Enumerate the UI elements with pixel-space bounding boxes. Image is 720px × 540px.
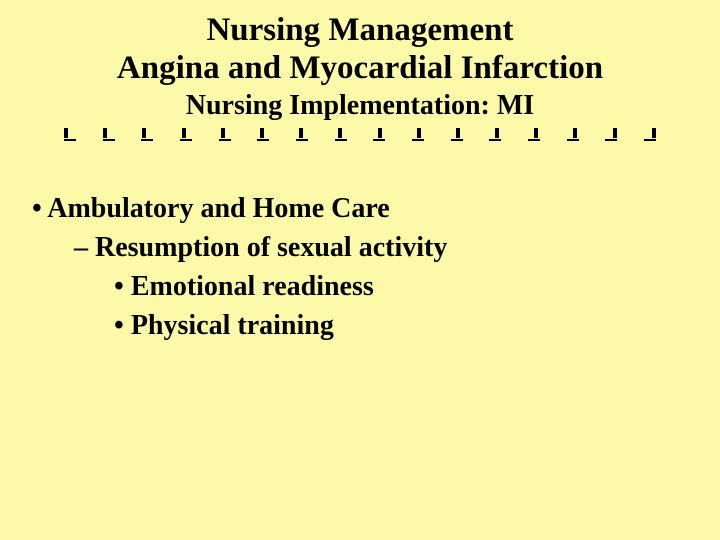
divider-tick [534,128,538,138]
divider-tick [495,128,499,138]
divider-dash [644,139,656,141]
bullet-l3b-text: Physical training [131,310,334,341]
divider-dash [373,139,385,141]
divider-dashes [28,139,692,141]
divider-dash [567,139,579,141]
title-line-1: Nursing Management [28,12,692,50]
divider-tick [299,128,303,138]
content-block: Ambulatory and Home Care Resumption of s… [28,189,692,346]
divider-tick [338,128,342,138]
bullet-level3: Emotional readiness [28,267,692,306]
divider-dash [103,139,115,141]
divider-tick [378,128,382,138]
bullet-level2: Resumption of sexual activity [28,228,692,267]
divider-dash [489,139,501,141]
divider-dash [451,139,463,141]
divider-dash [219,139,231,141]
divider-dash [296,139,308,141]
divider-dash [180,139,192,141]
divider-dash [605,139,617,141]
divider-dash [141,139,153,141]
divider-dash [257,139,269,141]
subtitle: Nursing Implementation: MI [28,90,692,122]
divider-dash [528,139,540,141]
divider-tick [652,128,656,138]
divider-tick [64,128,68,138]
bullet-level3: Physical training [28,306,692,345]
divider-tick [103,128,107,138]
bullet-l2-text: Resumption of sexual activity [95,232,447,263]
divider-tick [182,128,186,138]
divider-dash [64,139,76,141]
divider-tick [260,128,264,138]
divider-tick [456,128,460,138]
bullet-l3a-text: Emotional readiness [131,271,374,302]
bullet-level1: Ambulatory and Home Care [28,189,692,228]
divider-tick [142,128,146,138]
title-block: Nursing Management Angina and Myocardial… [28,12,692,122]
divider-tick [573,128,577,138]
divider-tick [417,128,421,138]
divider-dash [335,139,347,141]
divider-dash [412,139,424,141]
bullet-l1-text: Ambulatory and Home Care [47,193,389,224]
title-line-2: Angina and Myocardial Infarction [28,50,692,88]
divider-tick [613,128,617,138]
divider-tick [221,128,225,138]
